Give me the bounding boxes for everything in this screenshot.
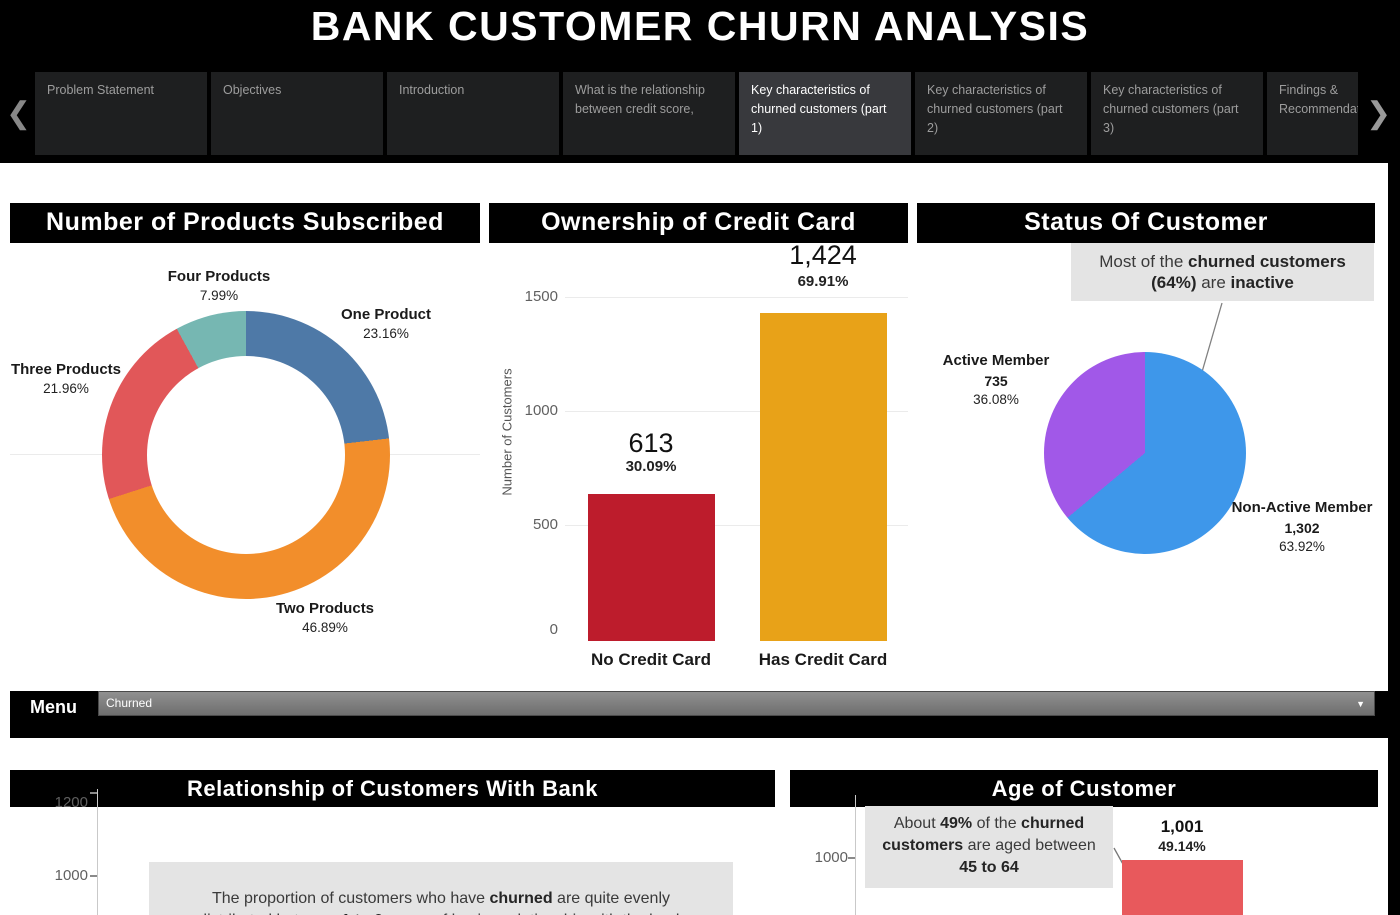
pie-label-non-active-member: Non-Active Member 1,302 63.92% (1231, 499, 1373, 554)
tab-bar: Problem Statement Objectives Introductio… (35, 72, 1358, 155)
tabs-scroll-left-icon[interactable]: ❮ (6, 97, 32, 130)
relationship-tick-1000 (90, 875, 97, 877)
relationship-annotation: The proportion of customers who have chu… (149, 862, 733, 915)
credit-chart-title: Ownership of Credit Card (489, 202, 908, 243)
pie-label-active-member: Active Member 735 36.08% (942, 352, 1050, 407)
bar-has-credit-card[interactable] (760, 313, 887, 641)
relationship-y-tick-1000: 1000 (54, 867, 88, 884)
menu-bar: Menu Churned ▼ (10, 691, 1388, 738)
relationship-chart-title: Relationship of Customers With Bank (10, 770, 775, 808)
tab-key-characteristics-part-1[interactable]: Key characteristics of churned customers… (739, 72, 911, 155)
age-y-tick-1000: 1000 (814, 849, 848, 866)
products-donut-hole (147, 356, 345, 554)
y-tick-1500: 1500 (524, 288, 558, 305)
tabs-scroll-right-icon[interactable]: ❯ (1366, 97, 1392, 130)
page-title: BANK CUSTOMER CHURN ANALYSIS (310, 3, 1090, 49)
header: BANK CUSTOMER CHURN ANALYSIS ❮ Problem S… (0, 0, 1400, 163)
dashboard-right-border (1388, 163, 1400, 915)
bar-value-has-credit-card: 1,424 (789, 240, 857, 270)
bar-age-45-64[interactable] (1122, 860, 1243, 915)
menu-label: Menu (30, 697, 77, 717)
churn-filter-dropdown[interactable]: Churned ▼ (98, 691, 1375, 716)
y-tick-500: 500 (532, 516, 558, 533)
bar-no-credit-card[interactable] (588, 494, 715, 641)
status-pie[interactable] (1044, 352, 1246, 554)
credit-gridline-500 (565, 525, 908, 526)
tab-key-characteristics-part-2[interactable]: Key characteristics of churned customers… (915, 72, 1087, 155)
tab-objectives[interactable]: Objectives (211, 72, 383, 155)
y-tick-1000: 1000 (524, 402, 558, 419)
status-annotation: Most of the churned customers (64%) are … (1071, 243, 1374, 301)
age-bar-value: 1,001 (1160, 817, 1204, 836)
age-annotation: About 49% of the churned customers are a… (865, 806, 1113, 888)
x-label-has-credit-card: Has Credit Card (758, 650, 888, 669)
bar-pct-has-credit-card: 69.91% (797, 273, 849, 290)
age-bar-pct: 49.14% (1158, 838, 1206, 854)
age-tick-1000 (848, 857, 855, 859)
x-label-no-credit-card: No Credit Card (591, 650, 711, 669)
credit-gridline-1500 (565, 297, 908, 298)
tab-credit-score-relationship[interactable]: What is the relationship between credit … (563, 72, 735, 155)
dropdown-selected-value: Churned (106, 696, 153, 710)
credit-gridline-1000 (565, 411, 908, 412)
age-chart-title: Age of Customer (790, 770, 1378, 808)
dropdown-arrow-icon: ▼ (1356, 699, 1365, 709)
donut-label-four-products: Four Products 7.99% (167, 268, 271, 303)
tab-key-characteristics-part-3[interactable]: Key characteristics of churned customers… (1091, 72, 1263, 155)
bar-value-no-credit-card: 613 (628, 428, 674, 458)
bar-pct-no-credit-card: 30.09% (625, 458, 677, 475)
relationship-y-axis (97, 789, 98, 915)
donut-label-two-products: Two Products 46.89% (275, 600, 375, 635)
tab-problem-statement[interactable]: Problem Statement (35, 72, 207, 155)
products-chart-title: Number of Products Subscribed (10, 202, 480, 243)
relationship-y-tick-1200: 1200 (54, 794, 88, 811)
credit-y-axis-label: Number of Customers (499, 368, 515, 496)
tab-findings-recommendations[interactable]: Findings & Recommendations (1267, 72, 1358, 155)
status-chart-title: Status Of Customer (917, 202, 1375, 243)
age-y-axis (855, 795, 856, 915)
donut-label-one-product: One Product 23.16% (340, 306, 432, 341)
relationship-tick-1200 (90, 792, 97, 794)
tab-introduction[interactable]: Introduction (387, 72, 559, 155)
donut-label-three-products: Three Products 21.96% (10, 361, 122, 396)
y-tick-0: 0 (549, 621, 558, 638)
